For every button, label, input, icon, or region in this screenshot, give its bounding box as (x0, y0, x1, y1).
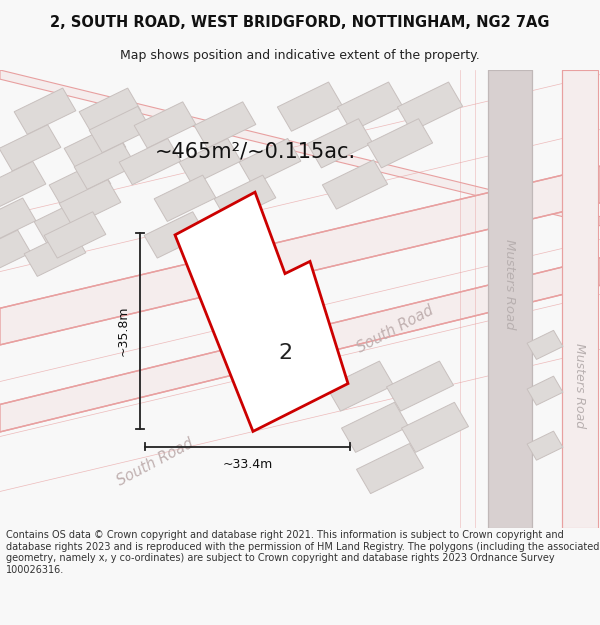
Polygon shape (175, 192, 348, 431)
Polygon shape (397, 82, 463, 131)
Polygon shape (0, 258, 600, 432)
Polygon shape (64, 125, 126, 171)
Polygon shape (59, 180, 121, 226)
Polygon shape (239, 139, 301, 185)
Text: Musters Road: Musters Road (503, 239, 517, 329)
Polygon shape (79, 88, 141, 134)
Polygon shape (527, 331, 563, 359)
Polygon shape (322, 160, 388, 209)
Text: South Road: South Road (114, 436, 196, 488)
Polygon shape (144, 212, 206, 258)
Text: ~35.8m: ~35.8m (117, 306, 130, 356)
Polygon shape (337, 82, 403, 131)
Polygon shape (0, 125, 61, 171)
Polygon shape (307, 119, 373, 168)
Polygon shape (386, 361, 454, 411)
Polygon shape (367, 119, 433, 168)
Polygon shape (154, 175, 216, 221)
Polygon shape (0, 166, 600, 345)
Text: ~465m²/~0.115ac.: ~465m²/~0.115ac. (155, 141, 356, 161)
Polygon shape (119, 139, 181, 185)
Text: South Road: South Road (354, 303, 436, 356)
Polygon shape (0, 230, 31, 276)
Polygon shape (341, 402, 409, 452)
Polygon shape (0, 198, 36, 244)
Polygon shape (488, 70, 532, 528)
Polygon shape (0, 70, 600, 226)
Polygon shape (401, 402, 469, 452)
Polygon shape (277, 82, 343, 131)
Text: ~33.4m: ~33.4m (223, 458, 272, 471)
Polygon shape (562, 70, 598, 528)
Polygon shape (214, 175, 276, 221)
Text: Contains OS data © Crown copyright and database right 2021. This information is : Contains OS data © Crown copyright and d… (6, 530, 599, 575)
Polygon shape (179, 139, 241, 185)
Polygon shape (356, 444, 424, 494)
Polygon shape (14, 88, 76, 134)
Polygon shape (34, 198, 96, 244)
Polygon shape (0, 161, 46, 208)
Polygon shape (527, 431, 563, 460)
Polygon shape (89, 106, 151, 152)
Polygon shape (49, 161, 111, 208)
Text: 2, SOUTH ROAD, WEST BRIDGFORD, NOTTINGHAM, NG2 7AG: 2, SOUTH ROAD, WEST BRIDGFORD, NOTTINGHA… (50, 16, 550, 31)
Text: Map shows position and indicative extent of the property.: Map shows position and indicative extent… (120, 49, 480, 62)
Text: Musters Road: Musters Road (574, 343, 587, 428)
Polygon shape (326, 361, 394, 411)
Text: 2: 2 (278, 343, 292, 363)
Polygon shape (24, 230, 86, 276)
Polygon shape (194, 102, 256, 148)
Polygon shape (527, 376, 563, 405)
Polygon shape (74, 143, 136, 189)
Polygon shape (134, 102, 196, 148)
Polygon shape (204, 212, 266, 258)
Polygon shape (44, 212, 106, 258)
